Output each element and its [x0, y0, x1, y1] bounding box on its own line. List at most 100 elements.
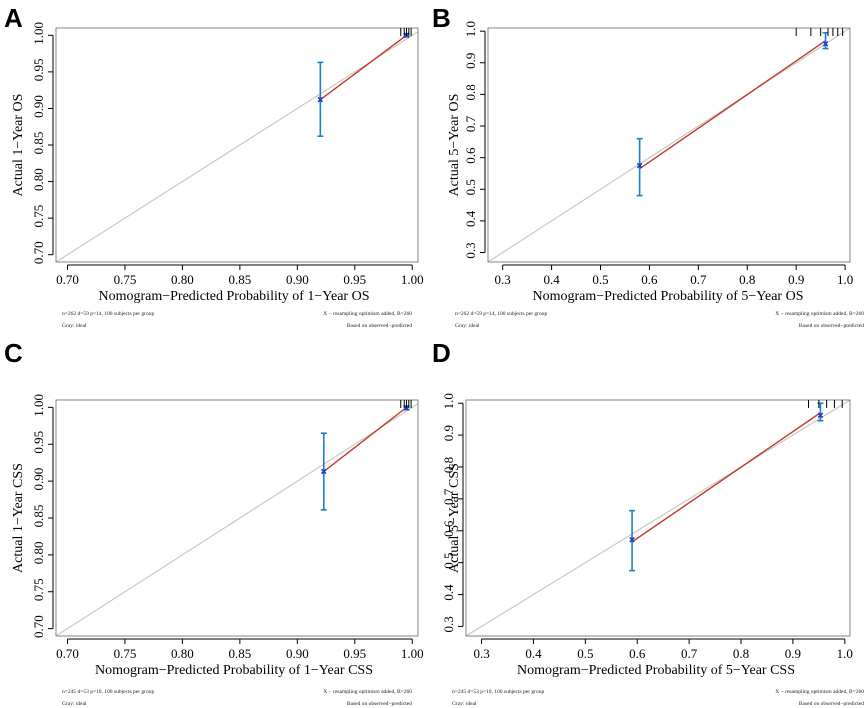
data-point [817, 412, 824, 419]
plot-frame [55, 27, 419, 263]
y-tick-label: 0.95 [31, 59, 46, 82]
y-tick-label: 0.6 [441, 520, 456, 537]
x-tick-label: 0.4 [525, 646, 542, 661]
footnote-sample-info: n=245 d=53 p=10, 100 subjects per group [452, 689, 545, 695]
y-tick-label: 0.5 [463, 179, 478, 195]
x-tick-label: 0.8 [733, 646, 749, 661]
y-tick-label: 0.9 [441, 425, 456, 441]
y-tick-label: 0.8 [463, 84, 478, 100]
panel-b: B 0.3 0.4 0.5 0.6 0.7 0.8 0.9 1.0 0.3 0.4 0.5 0.6 0.7… [432, 3, 864, 329]
panel-a: A 0.70 0.75 0.80 0.85 0.90 0.95 1.00 0.70 0.75 0.8… [4, 3, 424, 329]
x-tick-label: 0.6 [629, 646, 646, 661]
data-point [403, 405, 410, 411]
footnote-ideal-legend: Gray: ideal [452, 701, 477, 707]
y-tick-label: 0.80 [31, 542, 46, 565]
footnote-resampling: X − resampling optimism added, B=260 [323, 689, 412, 695]
data-point [822, 41, 829, 47]
x-tick-label: 0.6 [641, 272, 658, 287]
x-tick-label: 0.3 [473, 646, 489, 661]
x-tick-label: 0.7 [681, 646, 698, 661]
x-axis-title: Nomogram−Predicted Probability of 5−Year… [532, 289, 803, 304]
x-tick-label: 0.90 [286, 272, 309, 287]
x-tick-label: 0.90 [286, 646, 309, 661]
x-tick-label: 0.7 [690, 272, 707, 287]
ideal-line [488, 28, 850, 262]
data-point [320, 468, 327, 475]
panel-c: C 0.70 0.75 0.80 0.85 0.90 0.95 1.00 0.70 0.75 0.8… [4, 338, 424, 707]
plot-frame [465, 399, 851, 637]
x-tick-label: 0.9 [788, 272, 804, 287]
y-tick-label: 0.3 [441, 616, 456, 632]
y-tick-label: 0.85 [31, 505, 46, 528]
x-axis-title: Nomogram−Predicted Probability of 1−Year… [98, 289, 369, 304]
x-tick-label: 0.8 [739, 272, 755, 287]
panel-d: D 0.3 0.4 0.5 0.6 0.7 0.8 0.9 1.0 0.3 0.4 0.5 0.6 0.7… [432, 338, 864, 707]
ideal-line [466, 400, 850, 636]
ideal-line [56, 31, 418, 262]
footnote-sample-info: n=262 d=59 p=14, 100 subjects per group [455, 311, 548, 317]
y-axis-title: Actual 5−Year CSS [447, 463, 462, 573]
x-tick-label: 0.75 [114, 646, 137, 661]
x-tick-label: 0.70 [56, 272, 79, 287]
x-tick-label: 1.00 [401, 646, 424, 661]
footnote-ideal-legend: Gray: ideal [62, 323, 87, 329]
x-tick-label: 0.9 [785, 646, 801, 661]
calibration-line [631, 412, 821, 543]
y-tick-label: 0.9 [463, 53, 478, 69]
plot-frame [487, 27, 851, 263]
calibration-line [323, 406, 407, 473]
x-tick-label: 0.85 [228, 646, 251, 661]
y-tick-label: 0.4 [441, 584, 456, 601]
x-tick-label: 1.0 [837, 646, 853, 661]
y-tick-label: 0.75 [31, 578, 46, 601]
y-tick-label: 0.6 [463, 147, 478, 164]
footnote-resampling: X − resampling optimism added, B=260 [775, 311, 864, 317]
footnote-observed: Based on observed−predicted [799, 701, 864, 707]
y-tick-label: 1.0 [463, 21, 478, 37]
x-tick-label: 0.5 [577, 646, 593, 661]
footnote-ideal-legend: Gray: ideal [455, 323, 480, 329]
footnote-sample-info: n=245 d=53 p=10, 100 subjects per group [62, 689, 155, 695]
footnote-ideal-legend: Gray: ideal [62, 701, 87, 707]
calibration-line [319, 34, 407, 101]
footnote-resampling: X − resampling optimism added, B=260 [775, 689, 864, 695]
y-tick-label: 0.95 [31, 431, 46, 454]
y-tick-label: 1.00 [31, 394, 46, 417]
y-tick-label: 0.7 [441, 488, 456, 505]
y-tick-label: 1.0 [441, 393, 456, 409]
y-tick-label: 0.7 [463, 115, 478, 132]
y-tick-label: 0.3 [463, 242, 478, 258]
panel-letter: B [432, 3, 451, 33]
footnote-observed: Based on observed−predicted [347, 701, 412, 707]
x-tick-label: 0.3 [495, 272, 511, 287]
x-tick-label: 0.70 [56, 646, 79, 661]
y-tick-label: 0.90 [31, 95, 46, 118]
ideal-line [56, 403, 418, 636]
x-axis-title: Nomogram−Predicted Probability of 5−Year… [517, 663, 795, 678]
y-tick-label: 0.4 [463, 210, 478, 227]
y-tick-label: 0.90 [31, 468, 46, 491]
data-point [636, 162, 643, 169]
panel-letter: A [4, 3, 23, 33]
plot-frame [55, 399, 419, 637]
panel-letter: C [4, 338, 23, 368]
x-tick-label: 0.5 [592, 272, 608, 287]
x-tick-label: 1.0 [837, 272, 853, 287]
x-tick-label: 0.85 [228, 272, 251, 287]
y-tick-label: 0.85 [31, 132, 46, 155]
footnote-sample-info: n=262 d=59 p=14, 100 subjects per group [62, 311, 155, 317]
data-point [317, 96, 324, 103]
y-tick-label: 0.75 [31, 205, 46, 228]
y-tick-label: 0.80 [31, 168, 46, 191]
x-tick-label: 0.95 [343, 272, 366, 287]
x-tick-label: 0.80 [171, 646, 194, 661]
y-tick-label: 0.5 [441, 553, 456, 569]
y-axis-title: Actual 1−Year OS [11, 94, 26, 197]
panel-letter: D [432, 338, 451, 368]
x-tick-label: 0.4 [543, 272, 560, 287]
x-tick-label: 0.75 [114, 272, 137, 287]
data-point [629, 536, 635, 543]
y-tick-label: 0.8 [441, 457, 456, 473]
y-axis-title: Actual 1−Year CSS [11, 463, 26, 573]
